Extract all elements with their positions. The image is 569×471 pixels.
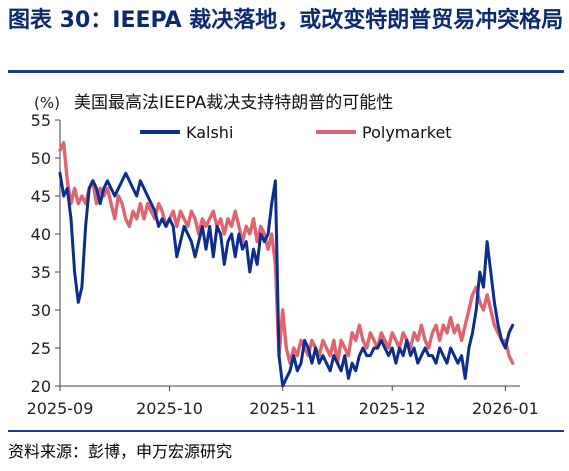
- axes: 20 25 30 35 40 45 50 55 2025-09 2025-10 2025-11 202…: [27, 111, 539, 418]
- source-note: 资料来源：彭博，申万宏源研究: [8, 442, 233, 461]
- y-tick-label: 55: [31, 111, 51, 130]
- series-line-polymarket: [58, 141, 515, 365]
- x-tick-label: 2026-01: [472, 399, 539, 418]
- chart-title: 美国最高法IEEPA裁决支持特朗普的可能性: [74, 93, 393, 113]
- x-tick-label: 2025-10: [136, 399, 203, 418]
- y-tick-label: 25: [31, 339, 51, 358]
- series-line-kalshi: [58, 171, 515, 388]
- y-tick-label: 50: [31, 149, 51, 168]
- title-rule: [8, 70, 564, 73]
- legend-label-kalshi: Kalshi: [186, 123, 233, 142]
- figure-title: 图表 30：IEEPA 裁决落地，或改变特朗普贸易冲突格局: [8, 8, 564, 33]
- y-tick-label: 40: [31, 225, 51, 244]
- legend-label-polymarket: Polymarket: [362, 123, 452, 142]
- x-tick-label: 2025-09: [27, 399, 94, 418]
- series-layer: [58, 141, 515, 388]
- source-rule: [8, 430, 564, 432]
- y-tick-label: 20: [31, 377, 51, 396]
- y-tick-label: 45: [31, 187, 51, 206]
- y-unit-label: (%): [34, 94, 60, 112]
- x-tick-label: 2025-11: [249, 399, 316, 418]
- y-tick-label: 30: [31, 301, 51, 320]
- legend: Kalshi Polymarket: [140, 123, 452, 142]
- x-tick-label: 2025-12: [359, 399, 426, 418]
- y-tick-label: 35: [31, 263, 51, 282]
